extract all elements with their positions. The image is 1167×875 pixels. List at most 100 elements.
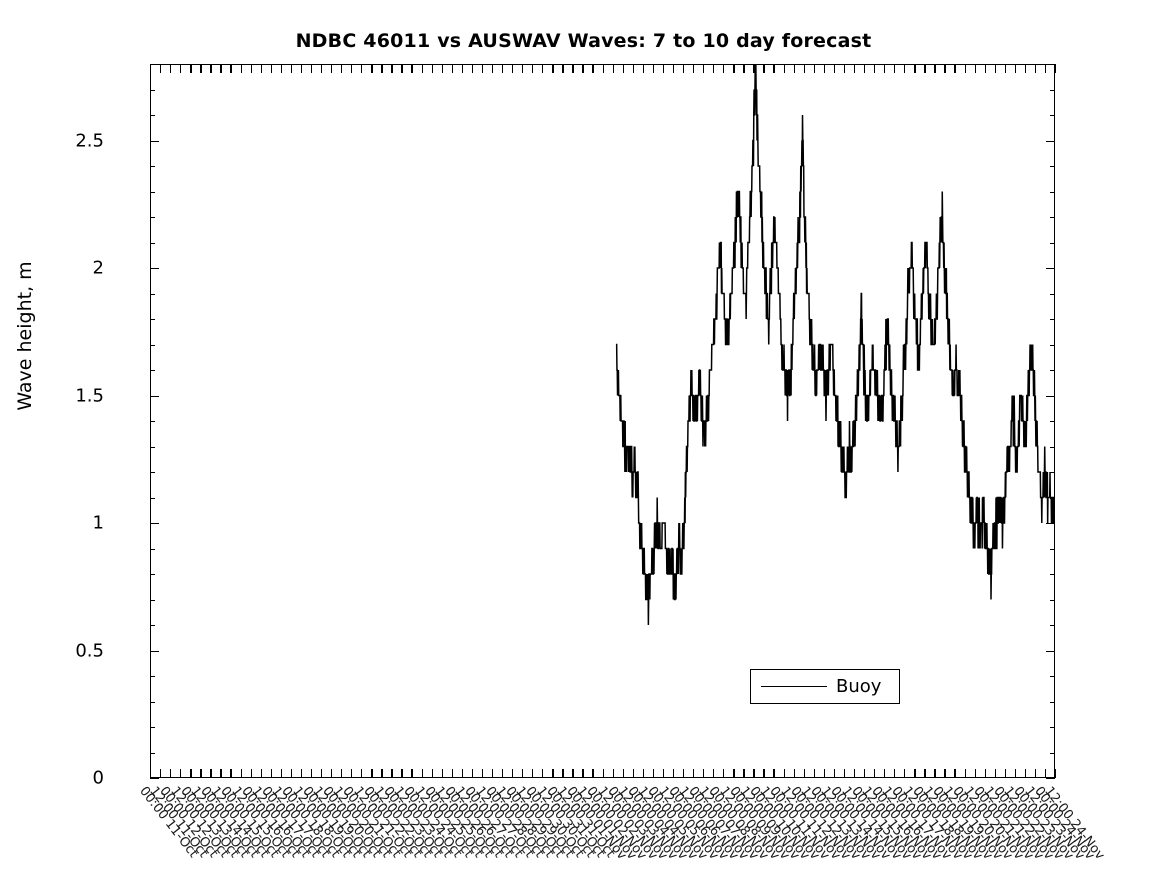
x-tick-mark — [813, 64, 815, 73]
x-tick-mark — [361, 769, 363, 778]
y-minor-tick-mark — [1050, 446, 1055, 448]
x-tick-mark — [190, 64, 192, 73]
x-tick-mark — [431, 769, 433, 778]
y-minor-tick-mark — [150, 242, 155, 244]
x-tick-mark — [441, 769, 443, 778]
x-tick-mark — [894, 769, 896, 778]
x-tick-mark — [230, 769, 232, 778]
x-tick-mark — [994, 64, 996, 73]
x-tick-mark — [914, 769, 916, 778]
y-minor-tick-mark — [1050, 599, 1055, 601]
x-tick-mark — [1014, 64, 1017, 73]
x-tick-mark — [874, 64, 876, 73]
x-tick-mark — [904, 769, 906, 778]
x-tick-mark — [632, 769, 634, 778]
x-tick-mark — [180, 769, 182, 778]
x-tick-mark — [682, 769, 685, 778]
x-tick-mark — [894, 64, 896, 73]
y-tick-mark — [1046, 778, 1055, 780]
y-tick-label: 2.5 — [75, 130, 104, 151]
x-tick-mark — [793, 769, 795, 778]
x-tick-mark — [602, 769, 604, 778]
y-minor-tick-mark — [150, 217, 155, 219]
x-tick-mark — [904, 64, 906, 73]
x-tick-mark — [501, 769, 504, 778]
x-tick-mark — [391, 769, 393, 778]
x-tick-mark — [290, 64, 293, 73]
x-tick-mark — [491, 64, 494, 73]
x-tick-mark — [522, 64, 524, 73]
x-tick-mark — [471, 769, 474, 778]
x-tick-mark — [381, 769, 383, 778]
x-tick-mark — [924, 769, 926, 778]
y-tick-mark — [1046, 268, 1055, 270]
y-minor-tick-mark — [150, 446, 155, 448]
y-minor-tick-mark — [1050, 574, 1055, 576]
x-tick-mark — [481, 64, 484, 73]
x-tick-mark — [592, 64, 594, 73]
y-minor-tick-mark — [1050, 727, 1055, 729]
y-minor-tick-mark — [1050, 370, 1055, 372]
x-tick-mark — [1004, 64, 1007, 73]
x-tick-mark — [944, 769, 946, 778]
x-tick-mark — [1055, 64, 1057, 73]
x-tick-mark — [401, 769, 403, 778]
y-minor-tick-mark — [1050, 676, 1055, 678]
x-tick-mark — [250, 769, 252, 778]
x-tick-mark — [210, 769, 212, 778]
x-tick-mark — [1024, 769, 1027, 778]
x-tick-mark — [783, 64, 785, 73]
x-tick-mark — [290, 769, 293, 778]
x-tick-mark — [803, 64, 805, 73]
y-minor-tick-mark — [1050, 293, 1055, 295]
x-tick-mark — [662, 769, 665, 778]
x-tick-mark — [783, 769, 785, 778]
x-tick-mark — [331, 64, 333, 73]
x-tick-mark — [532, 769, 534, 778]
x-tick-mark — [552, 769, 554, 778]
y-minor-tick-mark — [150, 599, 155, 601]
y-minor-tick-mark — [150, 472, 155, 474]
x-tick-mark — [270, 769, 272, 778]
x-tick-mark — [723, 769, 725, 778]
x-tick-mark — [1024, 64, 1027, 73]
x-tick-mark — [693, 769, 695, 778]
y-minor-tick-mark — [150, 344, 155, 346]
y-minor-tick-mark — [1050, 548, 1055, 550]
x-tick-mark — [512, 64, 514, 73]
x-tick-mark — [733, 64, 735, 73]
y-tick-mark — [150, 778, 159, 780]
x-tick-mark — [240, 64, 242, 73]
x-tick-mark — [733, 769, 735, 778]
x-tick-mark — [1034, 64, 1037, 73]
y-minor-tick-mark — [1050, 89, 1055, 91]
y-tick-label: 1 — [92, 512, 104, 534]
x-tick-mark — [1044, 64, 1047, 73]
x-tick-mark — [501, 64, 504, 73]
x-tick-mark — [612, 769, 614, 778]
y-minor-tick-mark — [150, 64, 155, 66]
x-tick-mark — [310, 64, 313, 73]
y-tick-mark — [1046, 523, 1055, 525]
y-minor-tick-mark — [150, 191, 155, 193]
x-tick-mark — [1055, 769, 1057, 778]
y-minor-tick-mark — [150, 676, 155, 678]
x-tick-mark — [351, 64, 353, 73]
x-tick-mark — [773, 769, 775, 778]
x-tick-mark — [874, 769, 876, 778]
x-tick-mark — [602, 64, 604, 73]
y-minor-tick-mark — [1050, 752, 1055, 754]
x-tick-mark — [853, 64, 856, 73]
x-tick-mark — [672, 64, 675, 73]
x-tick-mark — [341, 769, 343, 778]
x-tick-mark — [954, 769, 956, 778]
x-tick-mark — [853, 769, 856, 778]
x-tick-mark — [572, 64, 574, 73]
x-tick-mark — [964, 769, 966, 778]
y-minor-tick-mark — [150, 166, 155, 168]
x-tick-mark — [1004, 769, 1007, 778]
x-tick-mark — [461, 769, 464, 778]
data-series-buoy — [615, 64, 1055, 626]
x-tick-mark — [150, 64, 152, 73]
x-tick-mark — [582, 64, 584, 73]
